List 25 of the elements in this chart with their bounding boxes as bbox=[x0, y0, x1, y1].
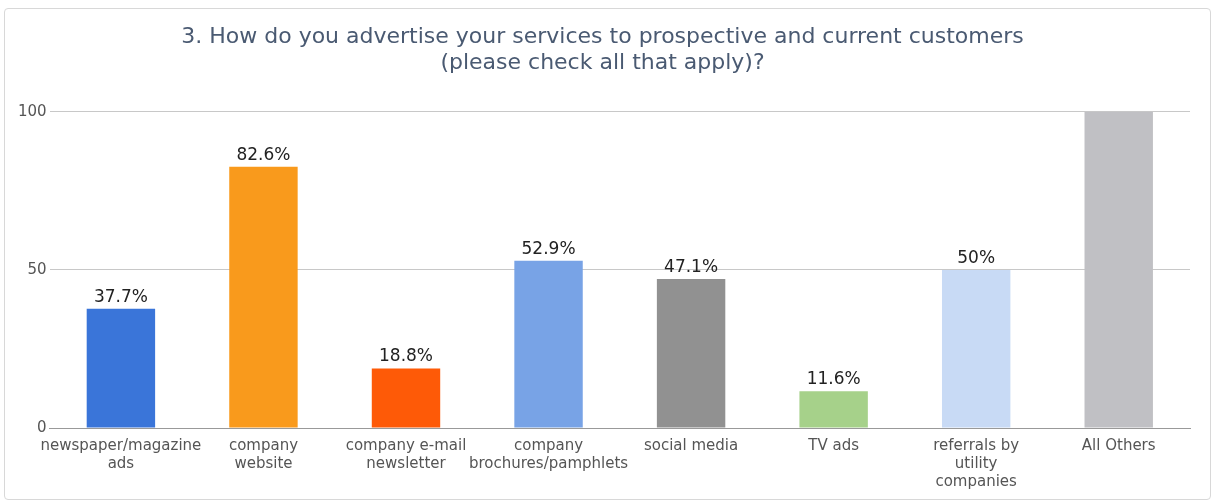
bar bbox=[229, 166, 298, 428]
data-label: 11.6% bbox=[806, 368, 861, 389]
data-label: 82.6% bbox=[236, 143, 291, 164]
bar bbox=[371, 368, 441, 428]
x-tick-label: company e-mail newsletter bbox=[345, 435, 467, 472]
bar bbox=[941, 269, 1011, 428]
bar bbox=[514, 260, 583, 428]
y-tick-label: 100 bbox=[17, 101, 47, 120]
x-tick-label: referrals by utility companies bbox=[933, 435, 1020, 490]
data-label: 37.7% bbox=[93, 285, 148, 306]
x-tick-label: social media bbox=[643, 435, 739, 454]
data-label: 47.1% bbox=[664, 255, 719, 276]
chart-title: 3. How do you advertise your services to prospective and current customers (please check all that apply)? bbox=[181, 22, 1024, 75]
data-label: 52.9% bbox=[521, 237, 576, 258]
x-tick-label: company brochures/pamphlets bbox=[468, 435, 629, 472]
bar bbox=[86, 308, 156, 428]
bar bbox=[799, 391, 868, 428]
x-tick-label: TV ads bbox=[807, 435, 860, 454]
x-tick-label: newspaper/magazine ads bbox=[40, 435, 202, 472]
data-label: 50% bbox=[957, 246, 996, 267]
x-tick-label: All Others bbox=[1081, 435, 1156, 454]
y-tick-label: 0 bbox=[37, 417, 47, 436]
data-label: 18.8% bbox=[378, 345, 433, 366]
y-tick-label: 50 bbox=[27, 259, 47, 278]
x-tick-label: company website bbox=[228, 435, 299, 472]
